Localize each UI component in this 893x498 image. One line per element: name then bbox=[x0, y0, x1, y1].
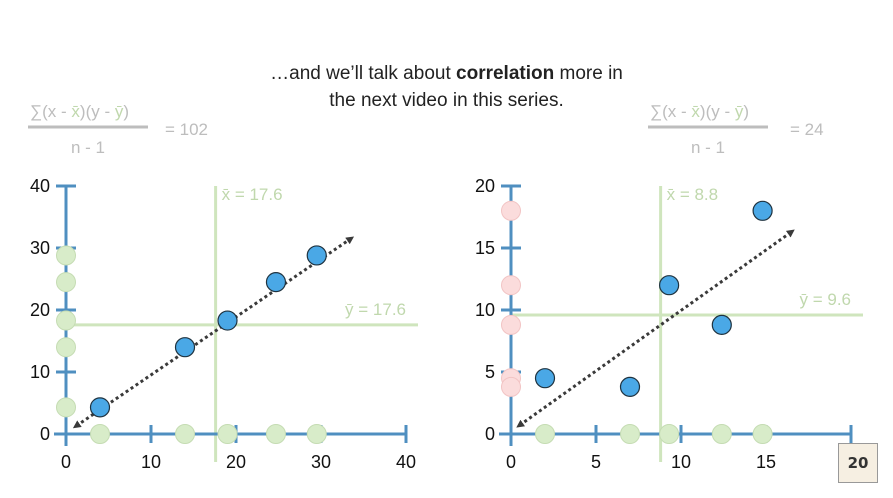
chart-2-x-projection-point bbox=[535, 424, 555, 444]
chart-2-y-tick-label: 5 bbox=[485, 362, 495, 382]
chart-2-formula-ybar: ȳ bbox=[735, 102, 744, 121]
chart-1-x-tick-label: 20 bbox=[226, 452, 246, 472]
chart-1-data-point bbox=[217, 310, 238, 331]
chart-1-formula-ybar: ȳ bbox=[115, 102, 124, 121]
chart-2-formula-part: (x - bbox=[662, 102, 691, 121]
chart-2-x-projection-point bbox=[659, 424, 680, 444]
channel-logo: 20 bbox=[838, 443, 878, 483]
chart-2-formula-part: )(y - bbox=[700, 102, 735, 121]
caption-line-1: …and we’ll talk about correlation more i… bbox=[0, 60, 893, 87]
chart-1-y-tick-label: 10 bbox=[30, 362, 50, 382]
chart-1-formula-denominator: n - 1 bbox=[71, 138, 105, 157]
chart-2-x-projection-point bbox=[711, 424, 732, 444]
chart-2-y-projection-point bbox=[501, 376, 521, 397]
chart-1-x-projection-point bbox=[90, 424, 110, 444]
chart-1-x-projection-point bbox=[306, 424, 327, 444]
chart-1-formula-part: (x - bbox=[42, 102, 71, 121]
chart-2-y-tick-label: 15 bbox=[475, 238, 495, 258]
chart-2-x-projection-point bbox=[752, 424, 773, 444]
chart-2-formula-denominator: n - 1 bbox=[691, 138, 725, 157]
chart-2-trend-arrow bbox=[516, 229, 795, 428]
chart-1-data-point bbox=[265, 272, 287, 293]
chart-1-y-tick-label: 0 bbox=[40, 424, 50, 444]
chart-2-y-tick-label: 10 bbox=[475, 300, 495, 320]
chart-1-data-point bbox=[89, 397, 111, 418]
caption: …and we’ll talk about correlation more i… bbox=[0, 60, 893, 114]
chart-1-y-projection-point bbox=[56, 397, 76, 418]
chart-1-y-tick-label: 20 bbox=[30, 300, 50, 320]
chart-1-x-projection-point bbox=[265, 424, 286, 444]
chart-1-x-tick-label: 10 bbox=[141, 452, 161, 472]
chart-2-formula-numerator: ∑(x - x̄)(y - ȳ) bbox=[650, 102, 749, 121]
chart-2-y-tick-label: 0 bbox=[485, 424, 495, 444]
chart-2-x-tick-label: 10 bbox=[671, 452, 691, 472]
chart-2-formula-part: ) bbox=[743, 102, 749, 121]
chart-1-formula-part: ) bbox=[123, 102, 129, 121]
chart-1-y-tick-label: 30 bbox=[30, 238, 50, 258]
chart-2-data-point bbox=[534, 368, 556, 389]
chart-1-formula-part: ∑ bbox=[30, 102, 42, 121]
caption-line-1-end: more in bbox=[554, 63, 623, 84]
chart-2-x-tick-label: 0 bbox=[506, 452, 516, 472]
chart-1-y-projection-point bbox=[56, 272, 76, 293]
chart-2-y-projection-point bbox=[501, 200, 521, 221]
chart-2-y-projection-point bbox=[501, 314, 521, 335]
caption-keyword: correlation bbox=[456, 63, 555, 84]
chart-1-formula-xbar: x̄ bbox=[71, 102, 80, 121]
chart-1-x-tick-label: 30 bbox=[311, 452, 331, 472]
channel-logo-text: 20 bbox=[847, 454, 869, 472]
chart-1-covariance-value: = 102 bbox=[165, 120, 208, 139]
chart-1-y-projection-point bbox=[56, 245, 76, 266]
chart-2-y-mean-label: ȳ = 9.6 bbox=[799, 290, 851, 309]
chart-2-y-tick-label: 20 bbox=[475, 176, 495, 196]
chart-2-x-mean-label: x̄ = 8.8 bbox=[667, 185, 719, 204]
chart-1-formula-numerator: ∑(x - x̄)(y - ȳ) bbox=[30, 102, 129, 121]
chart-2-y-projection-point bbox=[501, 275, 521, 296]
chart-1-x-tick-label: 40 bbox=[396, 452, 416, 472]
chart-2-x-tick-label: 5 bbox=[591, 452, 601, 472]
chart-1-x-tick-label: 0 bbox=[61, 452, 71, 472]
caption-line-1-start: …and we’ll talk about bbox=[270, 63, 457, 84]
chart-2-formula-part: ∑ bbox=[650, 102, 662, 121]
chart-2-covariance-value: = 24 bbox=[790, 120, 824, 139]
chart-2-formula-xbar: x̄ bbox=[691, 102, 700, 121]
chart-1-y-mean-label: ȳ = 17.6 bbox=[345, 300, 406, 319]
chart-1-data-point bbox=[306, 245, 327, 266]
chart-1-y-tick-label: 40 bbox=[30, 176, 50, 196]
chart-1-y-projection-point bbox=[56, 310, 76, 331]
chart-1-x-projection-point bbox=[175, 424, 195, 444]
chart-1-y-projection-point bbox=[56, 337, 76, 358]
chart-2-data-point bbox=[752, 200, 773, 221]
chart-2-data-point bbox=[658, 275, 680, 296]
chart-1-trend-arrow bbox=[72, 236, 355, 429]
chart-2-data-point bbox=[711, 314, 732, 335]
chart-1-data-point bbox=[174, 337, 196, 358]
chart-2-x-projection-point bbox=[620, 424, 640, 444]
chart-1-x-mean-label: x̄ = 17.6 bbox=[222, 185, 283, 204]
chart-1-x-projection-point bbox=[217, 424, 238, 444]
chart-1-formula-part: )(y - bbox=[80, 102, 115, 121]
chart-2-x-tick-label: 15 bbox=[756, 452, 776, 472]
caption-line-2: the next video in this series. bbox=[329, 90, 564, 111]
chart-2-data-point bbox=[619, 376, 641, 397]
